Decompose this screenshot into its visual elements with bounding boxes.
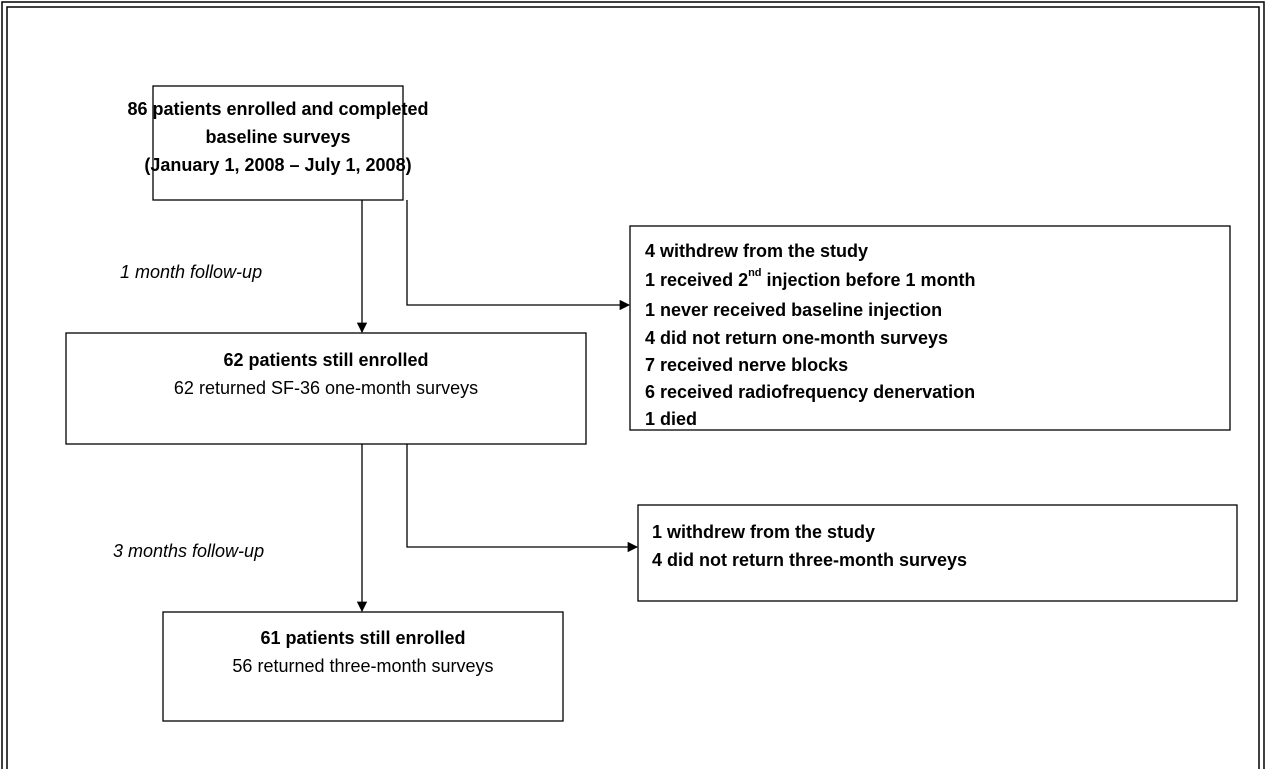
- exclusion-text: 1 never received baseline injection: [645, 300, 942, 320]
- exclusion-text: 1 withdrew from the study: [652, 522, 875, 542]
- edge-label: 3 months follow-up: [113, 541, 264, 561]
- node-box: [65, 332, 587, 445]
- superscript: nd: [748, 267, 761, 279]
- arrow: [406, 200, 631, 311]
- exclusion-text: 4 did not return three-month surveys: [652, 550, 967, 570]
- node-text: 86 patients enrolled and completed: [127, 99, 428, 119]
- exclusion-box: [629, 225, 1231, 431]
- exclusion-box: [637, 504, 1238, 602]
- exclusion-text: 4 withdrew from the study: [645, 241, 868, 261]
- node-text: (January 1, 2008 – July 1, 2008): [144, 155, 411, 175]
- node-text: 62 returned SF-36 one-month surveys: [174, 378, 478, 398]
- node-text: 62 patients still enrolled: [223, 350, 428, 370]
- node-text: baseline surveys: [205, 127, 350, 147]
- frame-inner: [6, 6, 1260, 769]
- exclusion-text: 1 died: [645, 409, 697, 429]
- edge-label: 1 month follow-up: [120, 262, 262, 282]
- node-text: 56 returned three-month surveys: [232, 656, 493, 676]
- exclusion-text: 7 received nerve blocks: [645, 355, 848, 375]
- exclusion-text: 4 did not return one-month surveys: [645, 328, 948, 348]
- exclusion-text: 6 received radiofrequency denervation: [645, 382, 975, 402]
- text-part: injection before 1 month: [767, 270, 976, 290]
- node-box: [162, 611, 564, 722]
- node-text: 61 patients still enrolled: [260, 628, 465, 648]
- exclusion-text: 1 received 2nd injection before 1 month: [645, 267, 976, 290]
- arrow: [406, 444, 639, 553]
- text-part: 1 received 2: [645, 270, 748, 290]
- node-box: [152, 85, 404, 201]
